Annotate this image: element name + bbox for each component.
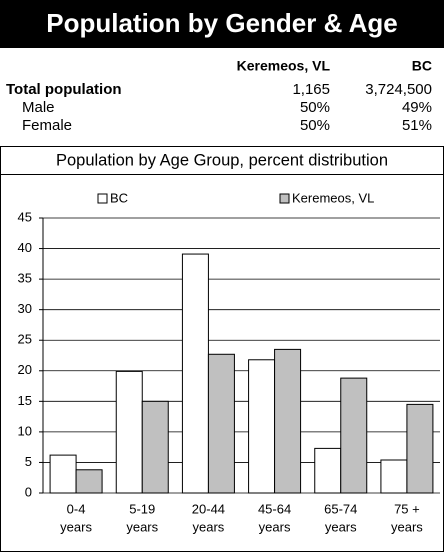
legend-swatch [279, 193, 290, 204]
x-tick-label: years [60, 519, 92, 534]
page-title: Population by Gender & Age [46, 8, 398, 38]
y-tick-label: 25 [18, 332, 32, 347]
bar [314, 447, 342, 494]
y-tick-label: 10 [18, 423, 32, 438]
cell: 3,724,500 [365, 81, 432, 98]
x-tick-label: years [325, 519, 357, 534]
bar [75, 469, 103, 494]
bar [49, 454, 77, 494]
column-header: BC [412, 58, 432, 74]
legend-label: Keremeos, VL [292, 190, 374, 205]
bar [274, 348, 302, 494]
bar [340, 377, 368, 494]
bar [141, 400, 169, 494]
bar [115, 370, 143, 494]
bar [406, 403, 434, 494]
y-tick-label: 5 [25, 454, 32, 469]
x-tick-label: 0-4 [67, 501, 86, 516]
bar [181, 253, 209, 494]
y-tick-label: 20 [18, 362, 32, 377]
y-tick-label: 45 [18, 209, 32, 224]
cell: 1,165 [292, 81, 330, 98]
x-tick-label: 45-64 [258, 501, 291, 516]
y-tick-label: 15 [18, 393, 32, 408]
bar [380, 459, 408, 494]
bar [207, 353, 235, 494]
row-label: Total population [6, 81, 122, 98]
x-tick-label: 65-74 [324, 501, 357, 516]
cell: 50% [300, 117, 330, 134]
row-label: Male [22, 99, 55, 116]
x-tick-label: 75 + [394, 501, 420, 516]
cell: 50% [300, 99, 330, 116]
bar [248, 359, 276, 494]
column-header: Keremeos, VL [237, 58, 331, 74]
x-tick-label: years [126, 519, 158, 534]
x-tick-label: years [259, 519, 291, 534]
y-tick-label: 0 [25, 484, 32, 499]
legend-swatch [97, 193, 108, 204]
x-tick-label: years [391, 519, 423, 534]
chart-title: Population by Age Group, percent distrib… [56, 151, 388, 169]
legend-label: BC [110, 190, 128, 205]
y-tick-label: 30 [18, 301, 32, 316]
x-tick-label: years [193, 519, 225, 534]
cell: 51% [402, 117, 432, 134]
x-tick-label: 20-44 [192, 501, 225, 516]
y-tick-label: 35 [18, 271, 32, 286]
y-tick-label: 40 [18, 240, 32, 255]
x-tick-label: 5-19 [129, 501, 155, 516]
row-label: Female [22, 117, 72, 134]
cell: 49% [402, 99, 432, 116]
title-bar [0, 0, 444, 48]
